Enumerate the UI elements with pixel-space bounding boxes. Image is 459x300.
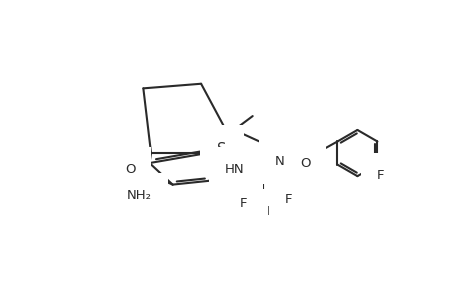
Text: O: O [279,128,289,141]
Text: F: F [266,205,274,218]
Text: O: O [125,163,135,176]
Text: O: O [275,141,286,154]
Text: NH: NH [274,155,293,168]
Text: S: S [217,142,226,158]
Text: F: F [285,193,292,206]
Text: F: F [376,169,383,182]
Text: HN: HN [224,163,243,176]
Text: F: F [239,196,246,210]
Text: O: O [299,157,310,169]
Text: NH₂: NH₂ [127,189,151,202]
